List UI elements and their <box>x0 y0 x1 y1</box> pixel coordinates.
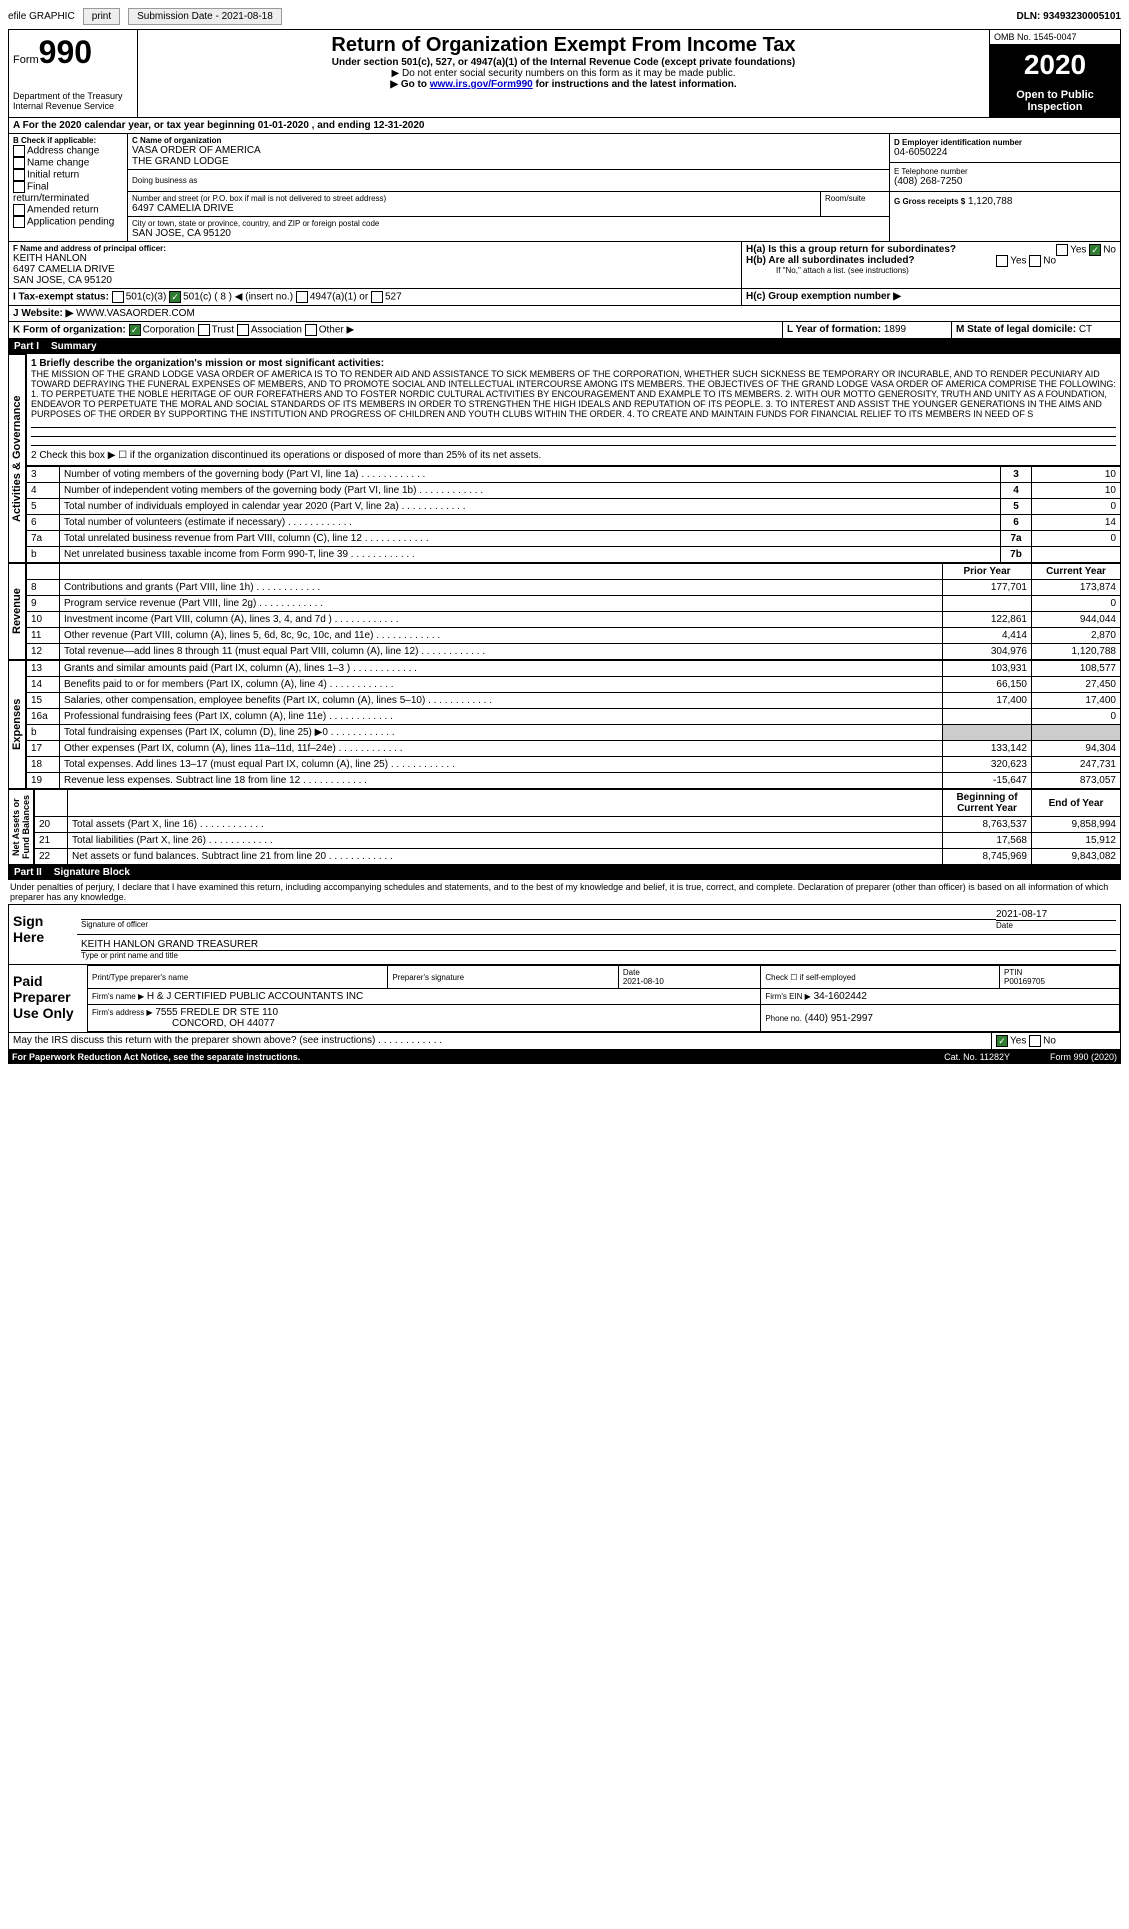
d-label: D Employer identification number <box>894 138 1116 147</box>
paperwork: For Paperwork Reduction Act Notice, see … <box>12 1052 944 1062</box>
street: 6497 CAMELIA DRIVE <box>132 203 816 214</box>
form-number: 990 <box>39 34 92 70</box>
form-header: Form990 Department of the Treasury Inter… <box>8 29 1121 118</box>
print-button[interactable]: print <box>83 8 120 25</box>
city-label: City or town, state or province, country… <box>132 219 885 228</box>
line2: 2 Check this box ▶ ☐ if the organization… <box>31 450 1116 461</box>
officer-printed: KEITH HANLON GRAND TREASURER <box>81 939 1116 950</box>
mission-label: 1 Briefly describe the organization's mi… <box>31 358 1116 369</box>
dba-label: Doing business as <box>128 170 889 192</box>
city: SAN JOSE, CA 95120 <box>132 228 885 239</box>
preparer-table: Print/Type preparer's namePreparer's sig… <box>87 965 1120 1032</box>
penalties: Under penalties of perjury, I declare th… <box>8 880 1121 904</box>
paid-label: Paid Preparer Use Only <box>9 965 87 1032</box>
open-public: Open to Public Inspection <box>990 85 1120 117</box>
check-app[interactable]: Application pending <box>13 216 123 228</box>
state-domicile: CT <box>1079 324 1092 335</box>
phone: (408) 268-7250 <box>894 176 1116 187</box>
revenue-label: Revenue <box>8 563 26 660</box>
sig-date: 2021-08-17 <box>996 909 1116 920</box>
l-label: L Year of formation: <box>787 324 881 335</box>
sign-here: Sign Here <box>9 905 77 964</box>
tax-year: 2020 <box>990 45 1120 85</box>
check-amended[interactable]: Amended return <box>13 204 123 216</box>
g-label: G Gross receipts $ <box>894 197 965 206</box>
suite-label: Room/suite <box>821 192 889 216</box>
org-name-2: THE GRAND LODGE <box>132 156 885 167</box>
governance-table: 3Number of voting members of the governi… <box>26 466 1121 563</box>
submission-date[interactable]: Submission Date - 2021-08-18 <box>128 8 282 25</box>
hc: H(c) Group exemption number ▶ <box>746 291 901 302</box>
entity-block: B Check if applicable: Address change Na… <box>8 134 1121 242</box>
check-501c3[interactable] <box>112 291 124 303</box>
check-trust[interactable] <box>198 324 210 336</box>
ein: 04-6050224 <box>894 147 1116 158</box>
subtitle-2: ▶ Do not enter social security numbers o… <box>142 68 985 79</box>
check-501c[interactable] <box>169 291 181 303</box>
netassets-label: Net Assets or Fund Balances <box>8 789 34 865</box>
addr-label: Number and street (or P.O. box if mail i… <box>132 194 816 203</box>
irs-link[interactable]: www.irs.gov/Form990 <box>430 79 533 90</box>
subtitle-3: ▶ Go to www.irs.gov/Form990 for instruct… <box>142 79 985 90</box>
check-4947[interactable] <box>296 291 308 303</box>
form-footer: Form 990 (2020) <box>1050 1052 1117 1062</box>
part2-header: Part IISignature Block <box>8 865 1121 880</box>
officer-name: KEITH HANLON <box>13 253 737 264</box>
a-line: A For the 2020 calendar year, or tax yea… <box>9 118 1120 133</box>
check-name[interactable]: Name change <box>13 157 123 169</box>
hb: H(b) Are all subordinates included? Yes … <box>746 255 1116 266</box>
sig-officer-label: Signature of officer <box>81 919 996 929</box>
officer-addr: 6497 CAMELIA DRIVE <box>13 264 737 275</box>
part1-header: Part ISummary <box>8 339 1121 354</box>
check-address[interactable]: Address change <box>13 145 123 157</box>
form-label: Form <box>13 54 39 66</box>
mission-text: THE MISSION OF THE GRAND LODGE VASA ORDE… <box>31 369 1116 419</box>
officer-city: SAN JOSE, CA 95120 <box>13 275 737 286</box>
dln: DLN: 93493230005101 <box>1016 11 1121 22</box>
gross-receipts: 1,120,788 <box>968 196 1013 207</box>
e-label: E Telephone number <box>894 167 1116 176</box>
omb: OMB No. 1545-0047 <box>990 30 1120 45</box>
hb-note: If "No," attach a list. (see instruction… <box>746 266 1116 275</box>
check-527[interactable] <box>371 291 383 303</box>
efile-label: efile GRAPHIC <box>8 11 75 22</box>
discuss-no[interactable] <box>1029 1035 1041 1047</box>
top-bar: efile GRAPHIC print Submission Date - 20… <box>8 8 1121 25</box>
f-label: F Name and address of principal officer: <box>13 244 737 253</box>
j-label: J Website: ▶ <box>13 308 73 319</box>
ha: H(a) Is this a group return for subordin… <box>746 244 1116 255</box>
org-name-1: VASA ORDER OF AMERICA <box>132 145 885 156</box>
k-label: K Form of organization: <box>13 325 126 336</box>
expenses-table: 13Grants and similar amounts paid (Part … <box>26 660 1121 789</box>
i-label: I Tax-exempt status: <box>13 292 109 303</box>
cat-no: Cat. No. 11282Y <box>944 1052 1010 1062</box>
discuss-yes[interactable] <box>996 1035 1008 1047</box>
revenue-table: Prior YearCurrent Year8Contributions and… <box>26 563 1121 660</box>
check-other[interactable] <box>305 324 317 336</box>
check-corp[interactable] <box>129 324 141 336</box>
subtitle-1: Under section 501(c), 527, or 4947(a)(1)… <box>142 57 985 68</box>
dept: Department of the Treasury Internal Reve… <box>13 91 133 111</box>
netassets-table: Beginning of Current YearEnd of Year20To… <box>34 789 1121 865</box>
b-label: B Check if applicable: <box>13 136 123 145</box>
check-final[interactable]: Final return/terminated <box>13 181 123 204</box>
check-initial[interactable]: Initial return <box>13 169 123 181</box>
m-label: M State of legal domicile: <box>956 324 1076 335</box>
website: WWW.VASAORDER.COM <box>76 308 195 319</box>
form-title: Return of Organization Exempt From Incom… <box>142 34 985 57</box>
activities-label: Activities & Governance <box>8 354 26 563</box>
year-formation: 1899 <box>884 324 906 335</box>
discuss: May the IRS discuss this return with the… <box>13 1035 375 1046</box>
expenses-label: Expenses <box>8 660 26 789</box>
c-name-label: C Name of organization <box>132 136 885 145</box>
check-assoc[interactable] <box>237 324 249 336</box>
